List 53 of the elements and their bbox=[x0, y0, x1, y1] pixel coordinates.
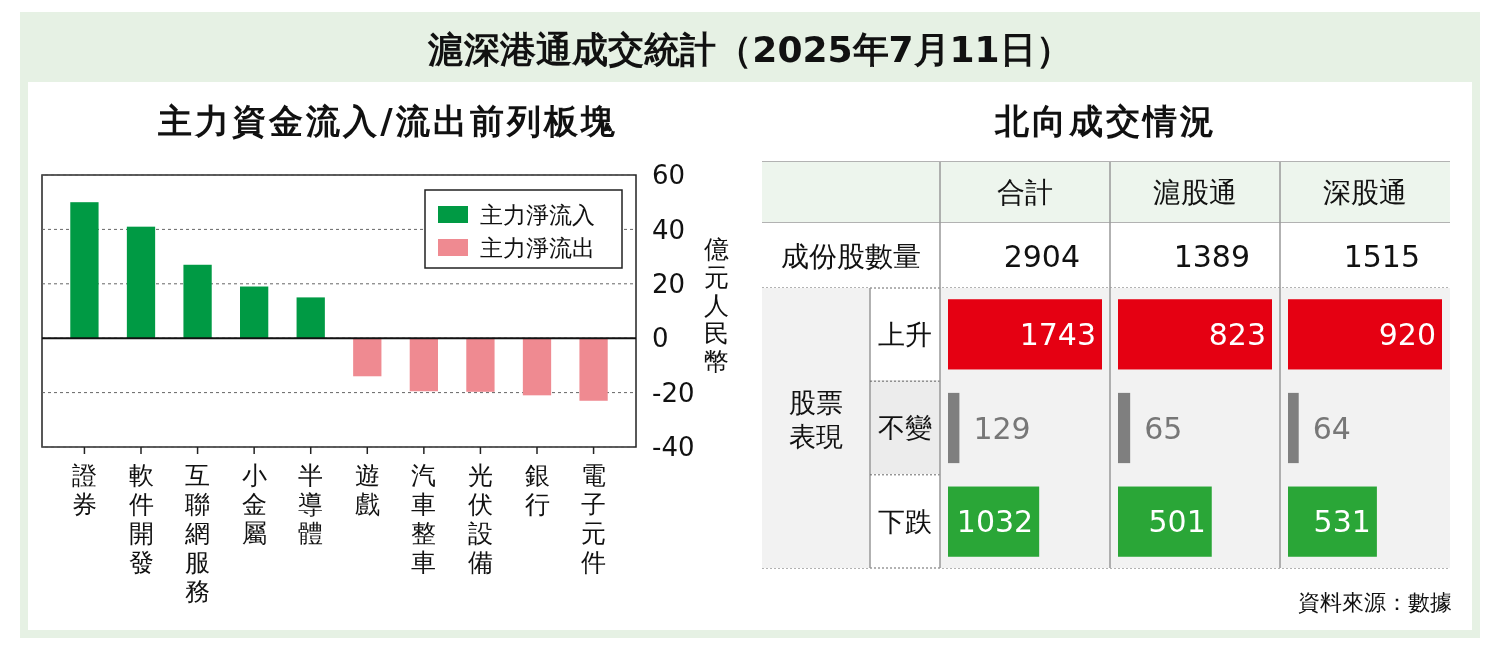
chart-title: 滬股通 bbox=[1153, 175, 1237, 209]
y-tick-label: 40 bbox=[652, 214, 686, 245]
bar bbox=[353, 338, 382, 377]
y-axis-title: 股票表現 bbox=[789, 387, 843, 452]
data-label: 64 bbox=[1312, 410, 1351, 446]
x-tick-label: 互聯網服務 bbox=[184, 461, 211, 606]
bar bbox=[126, 226, 156, 339]
bar bbox=[296, 297, 325, 339]
bar bbox=[522, 338, 552, 396]
x-tick-label: 汽車整車 bbox=[411, 461, 437, 577]
data-label: 823 bbox=[1208, 316, 1266, 352]
text: 滬深港通成交統計（2025年7月11日） bbox=[427, 29, 1072, 70]
x-tick-label: 遊戲 bbox=[354, 461, 380, 519]
y-tick-label: 上升 bbox=[878, 318, 932, 350]
text: 1515 bbox=[1343, 238, 1420, 274]
x-tick-label: 光伏設備 bbox=[467, 461, 493, 577]
bar bbox=[466, 338, 495, 392]
chart-subtitle: 主力資金流入/流出前列板塊 bbox=[157, 101, 618, 141]
legend-label: 主力淨流出 bbox=[480, 235, 595, 262]
x-tick-label: 半導體 bbox=[298, 461, 324, 548]
text: 2904 bbox=[1003, 238, 1080, 274]
data-label: 531 bbox=[1313, 504, 1371, 540]
bar bbox=[409, 338, 438, 392]
y-tick-label: 下跌 bbox=[878, 506, 932, 538]
legend-label: 主力淨流入 bbox=[480, 202, 595, 229]
chart-title: 深股通 bbox=[1323, 175, 1407, 209]
y-tick-label: -20 bbox=[652, 377, 695, 408]
x-tick-label: 銀行 bbox=[524, 461, 550, 519]
bar bbox=[579, 338, 608, 401]
data-label: 501 bbox=[1148, 504, 1206, 540]
data-label: 65 bbox=[1144, 410, 1183, 446]
x-tick-label: 小金屬 bbox=[241, 461, 267, 548]
y-tick-label: 20 bbox=[652, 268, 686, 299]
data-label: 1032 bbox=[956, 504, 1034, 540]
chart-title: 合計 bbox=[997, 175, 1053, 209]
y-axis-title: 億元人民幣 bbox=[703, 235, 729, 376]
y-tick-label: 60 bbox=[652, 160, 686, 191]
x-tick-label: 電子元件 bbox=[581, 461, 607, 577]
text: 1389 bbox=[1173, 238, 1250, 274]
y-tick-label: 不變 bbox=[878, 412, 932, 444]
bar bbox=[183, 264, 212, 339]
data-label: 129 bbox=[973, 410, 1031, 446]
text: 成份股數量 bbox=[781, 239, 921, 273]
chart-subtitle: 北向成交情況 bbox=[994, 101, 1217, 141]
bar bbox=[240, 286, 269, 339]
bar bbox=[70, 202, 99, 339]
x-tick-label: 軟件開發 bbox=[128, 461, 154, 577]
y-tick-label: 0 bbox=[652, 323, 669, 354]
data-label: 920 bbox=[1378, 316, 1436, 352]
y-tick-label: -40 bbox=[652, 432, 695, 463]
x-tick-label: 證券 bbox=[71, 461, 97, 519]
data-label: 1743 bbox=[1019, 316, 1096, 352]
source-note: 資料來源：數據 bbox=[1298, 590, 1452, 615]
